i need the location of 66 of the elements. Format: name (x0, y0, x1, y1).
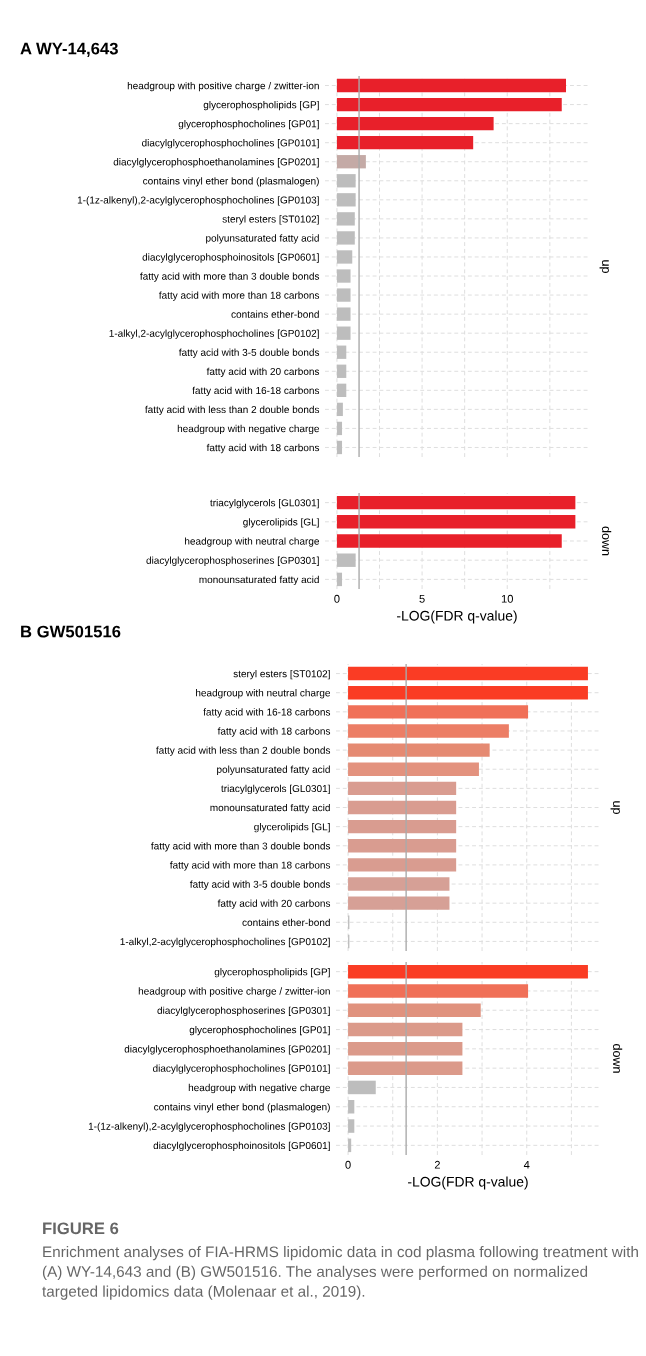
y-tick-label: monounsaturated fatty acid (199, 575, 319, 586)
x-axis-title: -LOG(FDR q-value) (397, 610, 517, 624)
y2-axis-title: down (602, 526, 612, 556)
y-tick-label: diacylglycerophosphoserines [GP0301] (146, 556, 319, 566)
text: Enrichment analyses of FIA-HRMS lipidomic data in cod plasma following treatment with (A) WY-14,643 and (B) GW501516. The analyses were performed on normalized targeted lipidomics data (Molenaar et al., 2019). (42, 1246, 638, 1300)
y-tick-label: fatty acid with less than 2 double bonds (156, 746, 331, 756)
x-tick-label: 10 (501, 594, 513, 603)
y-tick-label: fatty acid with 3-5 double bonds (189, 880, 331, 890)
y-tick-label: headgroup with neutral charge (196, 689, 331, 699)
y-tick-label: 1-(1z-alkenyl),2-acylglycerophosphocholines [GP0103] (88, 1122, 330, 1132)
y-tick-label: diacylglycerophosphoinositols [GP0601] (153, 1141, 330, 1152)
y-tick-label: contains vinyl ether bond (plasmalogen) (143, 177, 319, 187)
y-tick-label: glycerophosphocholines [GP01] (189, 1025, 330, 1036)
y-tick-label: fatty acid with more than 18 carbons (158, 291, 320, 301)
y-tick-label: glycerophosphocholines [GP01] (178, 120, 319, 130)
y2-axis-title: up (599, 260, 609, 273)
y-tick-label: diacylglycerophosphocholines [GP0101] (152, 1064, 330, 1074)
y-tick-label: contains ether-bond (242, 918, 330, 927)
y-tick-label: glycerophospholipids [GP] (214, 968, 330, 978)
y-tick-label: fatty acid with 20 carbons (217, 899, 331, 909)
y-tick-label: diacylglycerophosphoserines [GP0301] (157, 1006, 330, 1016)
y-tick-label: fatty acid with 20 carbons (206, 367, 320, 377)
x-tick-label: 2 (434, 1160, 440, 1169)
y-tick-label: headgroup with positive charge / zwitter-ion (138, 987, 330, 997)
y-tick-label: 1-(1z-alkenyl),2-acylglycerophosphocholines [GP0103] (77, 196, 319, 206)
y-tick-label: steryl esters [ST0102] (233, 669, 330, 680)
y2-axis-title: up (610, 801, 620, 814)
y-tick-label: glycerolipids [GL] (243, 518, 319, 528)
y-tick-label: fatty acid with 16-18 carbons (192, 386, 320, 397)
y-tick-label: fatty acid with more than 3 double bonds (151, 842, 331, 852)
y-tick-label: polyunsaturated fatty acid (206, 234, 319, 244)
x-axis-title: -LOG(FDR q-value) (408, 1176, 528, 1190)
y-tick-label: contains vinyl ether bond (plasmalogen) (154, 1103, 330, 1113)
y-tick-label: triacylglycerols [GL0301] (210, 498, 319, 509)
y-tick-label: fatty acid with more than 18 carbons (169, 861, 331, 871)
x-tick-label: 0 (345, 1160, 351, 1169)
y-tick-label: fatty acid with more than 3 double bonds (140, 272, 320, 282)
y-tick-label: diacylglycerophosphoethanolamines [GP0201] (124, 1045, 330, 1055)
y-tick-label: 1-alkyl,2-acylglycerophosphocholines [GP0102] (109, 329, 319, 339)
y-tick-label: contains ether-bond (231, 310, 319, 318)
y-tick-label: 1-alkyl,2-acylglycerophosphocholines [GP0102] (120, 937, 330, 948)
y-tick-label: fatty acid with 18 carbons (217, 727, 331, 737)
y-tick-label: monounsaturated fatty acid (210, 803, 330, 814)
y-tick-label: headgroup with negative charge (177, 424, 320, 435)
y-tick-label: diacylglycerophosphocholines [GP0101] (141, 139, 319, 149)
y-tick-label: glycerolipids [GL] (254, 823, 330, 833)
y-tick-label: fatty acid with 16-18 carbons (203, 708, 331, 718)
x-tick-label: 5 (419, 594, 425, 603)
y-tick-label: diacylglycerophosphoinositols [GP0601] (142, 253, 319, 263)
y-tick-label: fatty acid with 3-5 double bonds (178, 348, 320, 358)
y-tick-label: fatty acid with 18 carbons (206, 443, 320, 454)
y-tick-label: headgroup with positive charge / zwitter-ion (127, 81, 319, 92)
y-tick-label: fatty acid with less than 2 double bonds (145, 405, 320, 416)
x-tick-label: 4 (523, 1160, 530, 1169)
y-tick-label: headgroup with neutral charge (185, 537, 320, 547)
y2-axis-title: down (613, 1044, 623, 1073)
y-tick-label: diacylglycerophosphoethanolamines [GP0201] (113, 158, 319, 168)
text: B GW501516 (21, 625, 121, 638)
y-tick-label: triacylglycerols [GL0301] (221, 784, 330, 795)
caption: FIGURE 6 (43, 1222, 119, 1235)
y-tick-label: polyunsaturated fatty acid (217, 765, 330, 775)
y-tick-label: steryl esters [ST0102] (222, 215, 319, 225)
x-tick-label: 0 (334, 594, 340, 603)
text: A WY-14,643 (20, 42, 118, 57)
y-tick-label: headgroup with negative charge (188, 1083, 331, 1094)
y-tick-label: glycerophospholipids [GP] (203, 100, 319, 111)
